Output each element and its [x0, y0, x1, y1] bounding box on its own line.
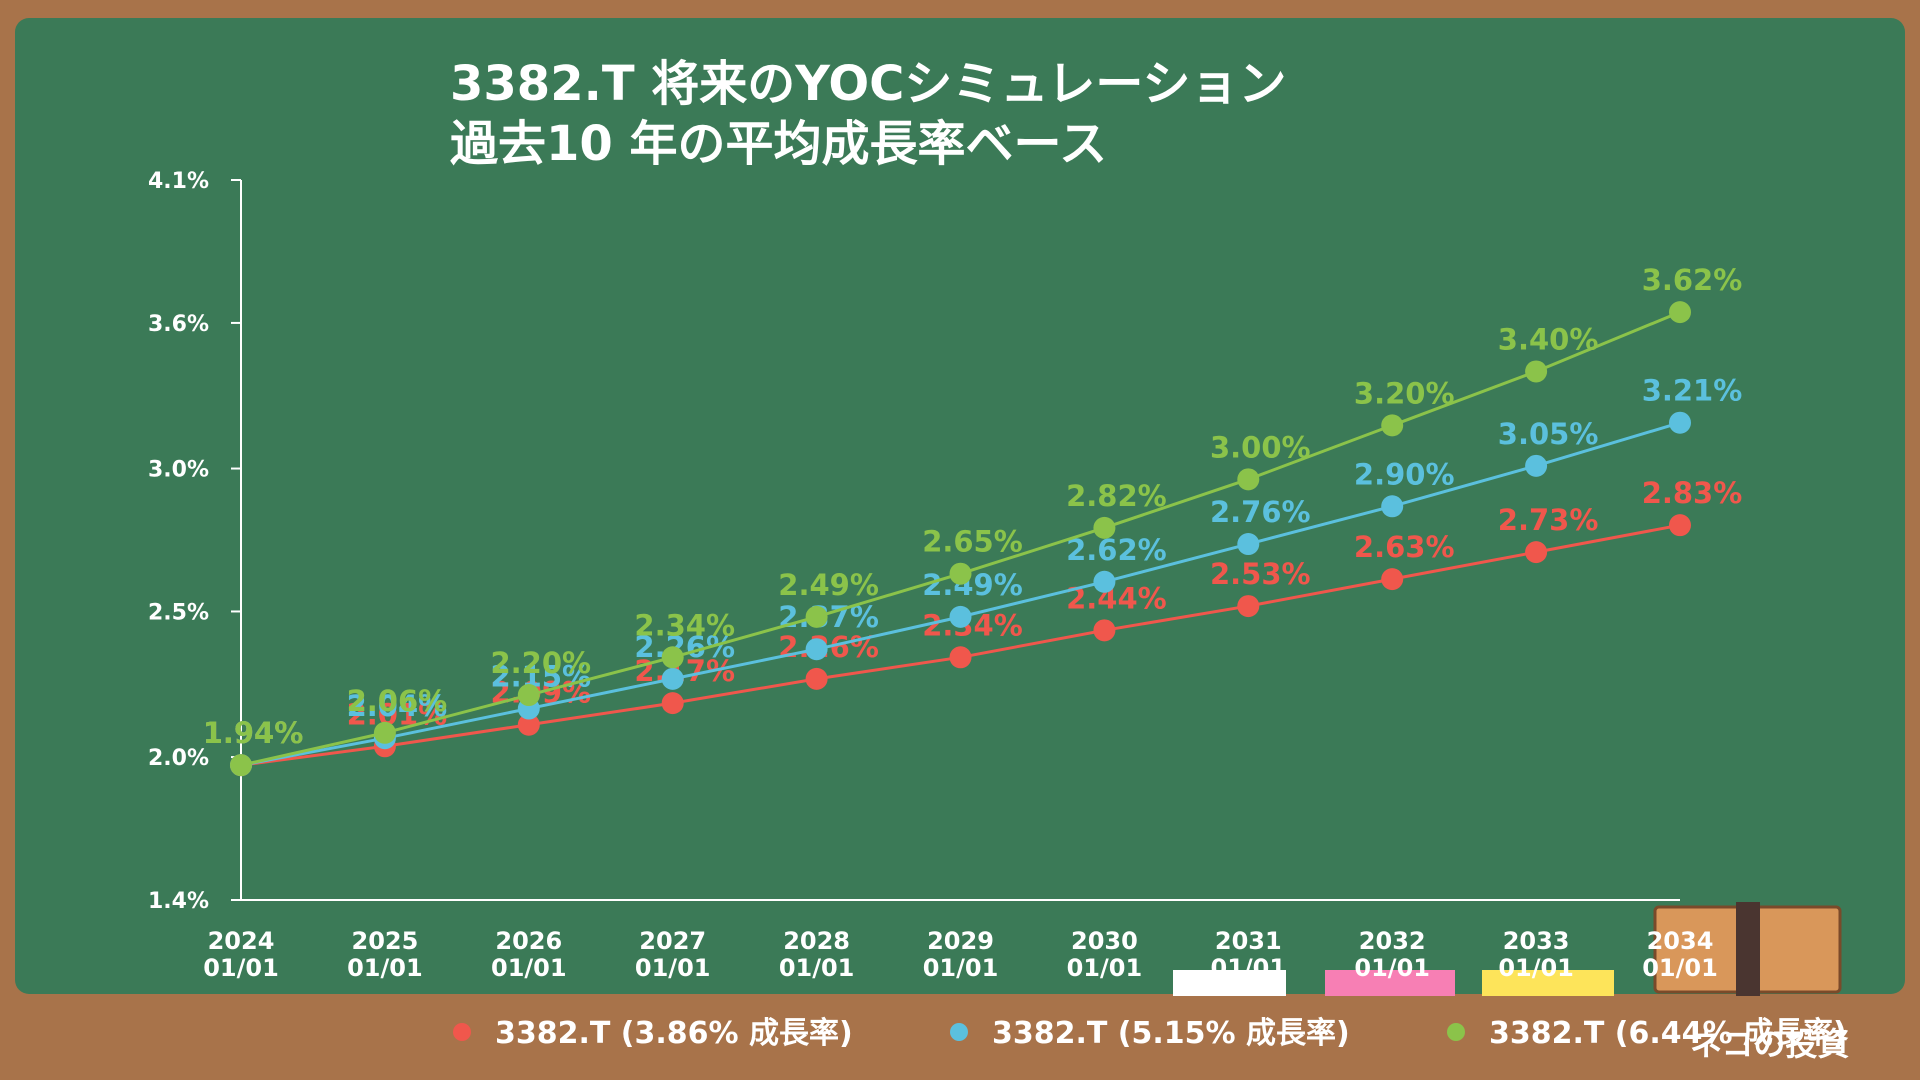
data-label: 2.83% [1642, 476, 1743, 510]
data-point [1381, 568, 1404, 591]
data-label: 2.53% [1210, 557, 1311, 591]
data-point [1381, 414, 1404, 437]
data-point [805, 638, 828, 661]
data-label: 1.94% [203, 716, 304, 750]
x-tick-label: 2024 01/01 [203, 927, 279, 982]
data-point [1237, 468, 1260, 491]
x-tick-label: 2025 01/01 [347, 927, 423, 982]
data-label: 2.49% [778, 568, 879, 602]
board [15, 18, 1905, 994]
data-label: 2.20% [490, 646, 591, 680]
x-tick-label: 2033 01/01 [1498, 927, 1574, 982]
chart-title: 3382.T 将来のYOCシミュレーション [450, 56, 1286, 112]
data-label: 2.15% [490, 660, 591, 694]
data-point [230, 754, 252, 777]
data-point [1669, 411, 1691, 434]
x-tick-label: 2026 01/01 [491, 927, 567, 982]
data-point [805, 667, 828, 690]
data-point [1381, 495, 1404, 518]
data-point [373, 721, 396, 744]
data-label: 2.26% [634, 630, 735, 664]
legend-label: 3382.T (3.86% 成長率) [495, 1016, 853, 1051]
x-tick-label: 2028 01/01 [779, 927, 855, 982]
data-label: 3.00% [1210, 430, 1311, 464]
plot: 1.4% 2.0% 2.5% 3.0% 3.6% 4.1% 2024 01/01 2025 01/… [148, 169, 1847, 1051]
data-point [949, 646, 972, 669]
y-tick-label: 3.0% [148, 458, 209, 483]
data-label: 1.94% [203, 716, 304, 750]
data-point [1525, 360, 1548, 383]
data-label: 2.37% [778, 600, 879, 634]
data-point [1525, 541, 1548, 564]
data-label: 3.21% [1642, 374, 1743, 408]
x-tick-label: 2031 01/01 [1211, 927, 1287, 982]
x-tick-label: 2034 01/01 [1642, 927, 1718, 982]
data-point [1237, 595, 1260, 618]
data-label: 2.76% [1210, 495, 1311, 529]
data-label: 2.49% [922, 568, 1023, 602]
data-point [949, 605, 972, 628]
data-label: 2.06% [347, 684, 448, 718]
data-label: 2.65% [922, 525, 1023, 559]
legend-marker [1447, 1023, 1465, 1041]
data-label: 3.40% [1498, 322, 1599, 356]
data-point [1093, 516, 1116, 539]
data-label: 2.90% [1354, 457, 1455, 491]
data-point [517, 684, 540, 707]
data-label: 1.94% [203, 716, 304, 750]
chart-subtitle: 過去10 年の平均成長率ベース [450, 116, 1107, 172]
data-point [661, 667, 684, 690]
book-band [1736, 902, 1760, 996]
data-point [949, 562, 972, 585]
y-tick-label: 1.4% [148, 889, 209, 914]
data-label: 2.04% [347, 689, 448, 723]
data-label: 2.01% [347, 697, 448, 731]
data-point [1525, 454, 1548, 477]
eraser-white [1173, 970, 1286, 996]
data-point [1669, 514, 1691, 537]
data-point [1093, 619, 1116, 642]
data-label: 2.82% [1066, 479, 1167, 513]
brand: ネコの投資 [1690, 1025, 1849, 1063]
eraser-pink [1325, 970, 1455, 996]
data-label: 2.62% [1066, 533, 1167, 567]
legend-marker [453, 1023, 471, 1041]
data-label: 2.63% [1354, 530, 1455, 564]
eraser-yellow [1482, 970, 1614, 996]
x-tick-label: 2027 01/01 [635, 927, 711, 982]
data-label: 2.73% [1498, 503, 1599, 537]
data-label: 3.62% [1642, 263, 1743, 297]
data-point [1237, 533, 1260, 556]
data-point [517, 713, 540, 736]
data-point [1093, 570, 1116, 593]
data-point [661, 692, 684, 715]
y-tick-label: 2.5% [148, 600, 209, 625]
legend-marker [950, 1023, 968, 1041]
y-tick-label: 4.1% [148, 169, 209, 194]
x-tick-label: 2032 01/01 [1354, 927, 1430, 982]
data-point [1669, 301, 1691, 324]
legend-label: 3382.T (5.15% 成長率) [992, 1016, 1350, 1051]
y-tick-label: 3.6% [148, 312, 209, 337]
x-tick-label: 2030 01/01 [1067, 927, 1143, 982]
data-label: 3.20% [1354, 376, 1455, 410]
data-label: 2.34% [634, 608, 735, 642]
y-tick-label: 2.0% [148, 746, 209, 771]
data-label: 3.05% [1498, 417, 1599, 451]
data-point [805, 605, 828, 628]
data-point [661, 646, 684, 669]
legend-label: 3382.T (6.44% 成長率) [1489, 1016, 1847, 1051]
x-tick-label: 2029 01/01 [923, 927, 999, 982]
